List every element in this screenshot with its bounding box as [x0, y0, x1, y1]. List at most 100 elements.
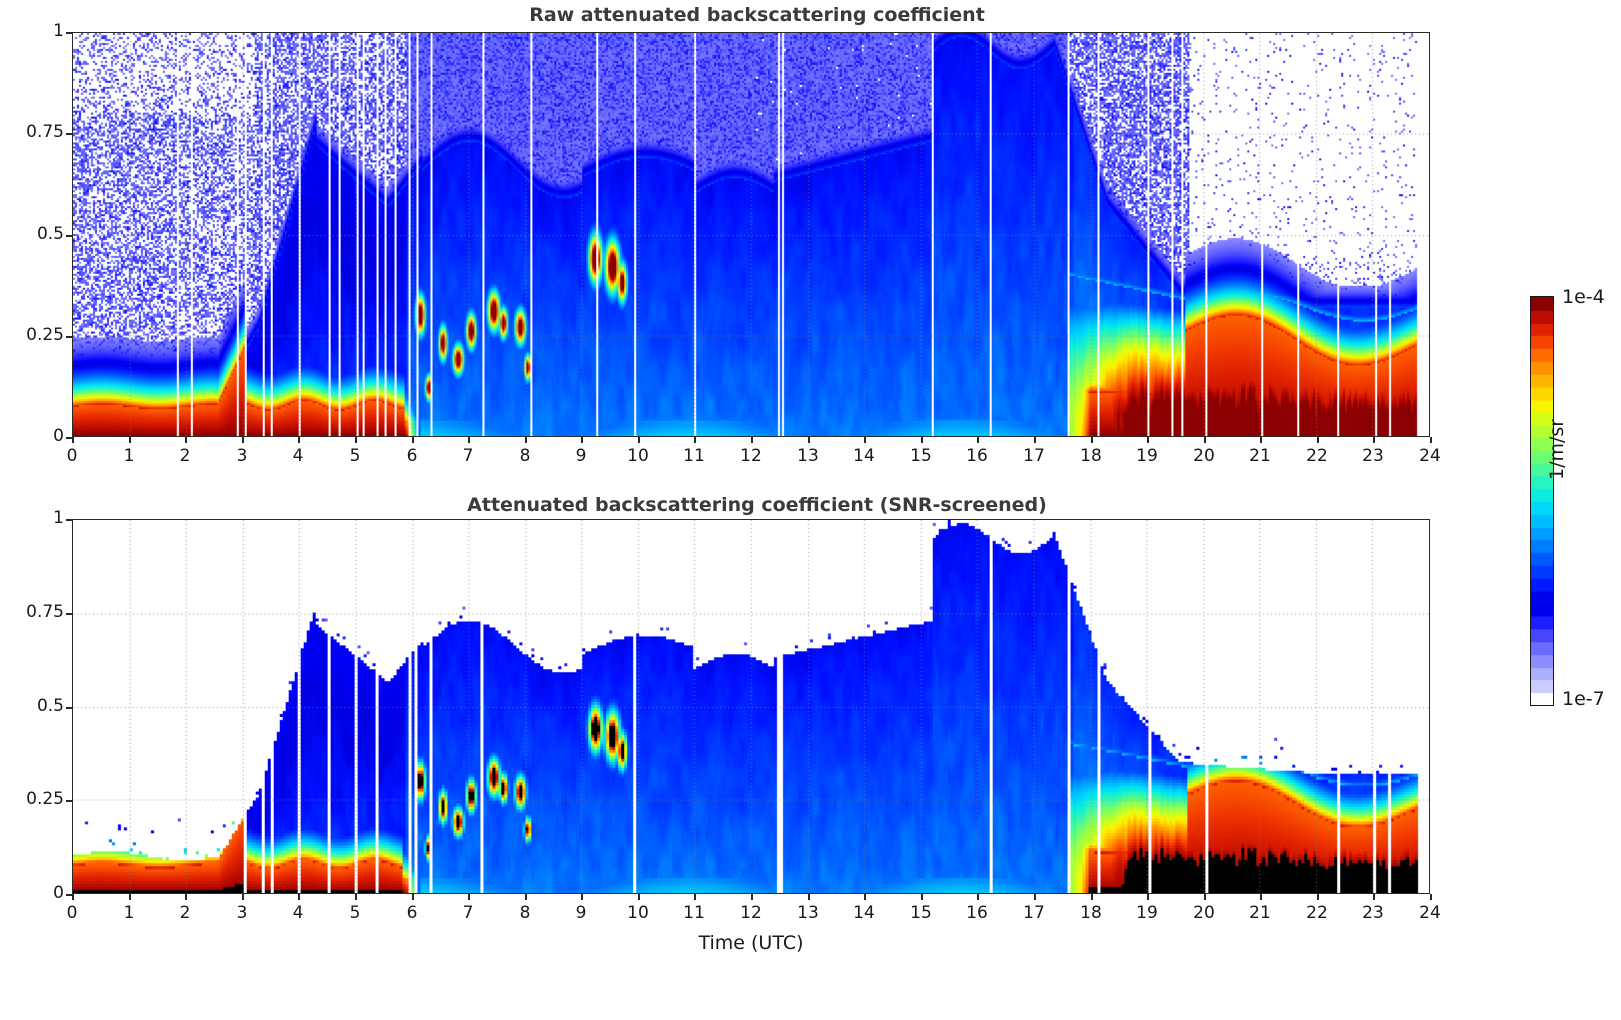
axis-tick-mark — [412, 894, 414, 900]
axis-tick-mark — [66, 32, 72, 34]
x-tick-label-raw: 7 — [462, 446, 474, 466]
x-tick-label-screened: 0 — [66, 903, 78, 923]
y-tick-label-raw: 0.75 — [26, 122, 64, 142]
axis-tick-mark — [298, 437, 300, 443]
axis-tick-mark — [72, 437, 74, 443]
axis-tick-mark — [66, 800, 72, 802]
axis-tick-mark — [1260, 894, 1262, 900]
x-tick-label-screened: 17 — [1023, 903, 1045, 923]
x-tick-label-screened: 14 — [853, 903, 875, 923]
x-tick-label-raw: 5 — [349, 446, 361, 466]
x-tick-label-screened: 23 — [1362, 903, 1384, 923]
x-tick-label-raw: 2 — [179, 446, 191, 466]
panel-title-screened: Attenuated backscattering coefficient (S… — [467, 494, 1047, 516]
axis-tick-mark — [1034, 894, 1036, 900]
x-tick-label-raw: 12 — [740, 446, 762, 466]
axis-tick-mark — [638, 437, 640, 443]
axis-tick-mark — [1091, 437, 1093, 443]
axis-tick-mark — [1147, 437, 1149, 443]
axis-tick-mark — [242, 894, 244, 900]
axis-tick-mark — [694, 437, 696, 443]
x-tick-label-screened: 7 — [462, 903, 474, 923]
plot-area-raw — [72, 32, 1430, 437]
axis-tick-mark — [1204, 894, 1206, 900]
x-tick-label-screened: 4 — [292, 903, 304, 923]
x-tick-label-screened: 9 — [575, 903, 587, 923]
x-tick-label-raw: 20 — [1193, 446, 1215, 466]
x-tick-label-screened: 1 — [123, 903, 135, 923]
x-tick-label-raw: 19 — [1136, 446, 1158, 466]
axis-tick-mark — [751, 437, 753, 443]
x-tick-label-raw: 21 — [1249, 446, 1271, 466]
axis-tick-mark — [977, 437, 979, 443]
plot-area-screened — [72, 519, 1430, 894]
axis-tick-mark — [66, 707, 72, 709]
y-tick-label-screened: 1 — [53, 508, 64, 528]
axis-tick-mark — [129, 437, 131, 443]
x-tick-label-screened: 12 — [740, 903, 762, 923]
x-tick-label-screened: 11 — [683, 903, 705, 923]
x-tick-label-raw: 9 — [575, 446, 587, 466]
axis-tick-mark — [185, 894, 187, 900]
y-tick-label-screened: 0 — [53, 883, 64, 903]
axis-tick-mark — [1373, 894, 1375, 900]
y-tick-label-raw: 0.5 — [36, 224, 64, 244]
colorbar — [1530, 296, 1554, 706]
axis-tick-mark — [66, 437, 72, 439]
colorbar-min-label: 1e-7 — [1562, 688, 1605, 710]
x-tick-label-raw: 24 — [1419, 446, 1441, 466]
axis-tick-mark — [864, 894, 866, 900]
axis-tick-mark — [66, 894, 72, 896]
panel-title-raw: Raw attenuated backscattering coefficien… — [529, 4, 985, 26]
axis-tick-mark — [66, 613, 72, 615]
colorbar-unit-label: 1/m/sr — [1546, 418, 1568, 480]
x-tick-label-raw: 1 — [123, 446, 135, 466]
axis-tick-mark — [525, 894, 527, 900]
axis-tick-mark — [129, 894, 131, 900]
heatmap-raw — [73, 33, 1429, 436]
x-tick-label-screened: 22 — [1306, 903, 1328, 923]
axis-tick-mark — [581, 894, 583, 900]
x-tick-label-raw: 14 — [853, 446, 875, 466]
axis-tick-mark — [1034, 437, 1036, 443]
x-tick-label-screened: 5 — [349, 903, 361, 923]
axis-tick-mark — [808, 894, 810, 900]
colorbar-max-label: 1e-4 — [1562, 286, 1605, 308]
axis-tick-mark — [355, 894, 357, 900]
y-tick-label-raw: 0.25 — [26, 325, 64, 345]
x-tick-label-screened: 20 — [1193, 903, 1215, 923]
axis-tick-mark — [66, 519, 72, 521]
x-tick-label-raw: 15 — [910, 446, 932, 466]
x-tick-label-screened: 21 — [1249, 903, 1271, 923]
x-tick-label-raw: 17 — [1023, 446, 1045, 466]
y-tick-label-raw: 0 — [53, 426, 64, 446]
axis-tick-mark — [1430, 437, 1432, 443]
heatmap-screened — [73, 520, 1429, 893]
x-tick-label-raw: 23 — [1362, 446, 1384, 466]
axis-tick-mark — [66, 133, 72, 135]
axis-tick-mark — [1204, 437, 1206, 443]
axis-tick-mark — [355, 437, 357, 443]
x-tick-label-screened: 13 — [797, 903, 819, 923]
axis-tick-mark — [1260, 437, 1262, 443]
axis-tick-mark — [977, 894, 979, 900]
axis-tick-mark — [808, 437, 810, 443]
axis-tick-mark — [638, 894, 640, 900]
axis-tick-mark — [468, 894, 470, 900]
axis-tick-mark — [72, 894, 74, 900]
axis-tick-mark — [1317, 437, 1319, 443]
x-tick-label-raw: 0 — [66, 446, 78, 466]
x-tick-label-raw: 11 — [683, 446, 705, 466]
y-tick-label-screened: 0.75 — [26, 602, 64, 622]
colorbar-gradient — [1530, 296, 1554, 706]
x-tick-label-screened: 18 — [1080, 903, 1102, 923]
x-tick-label-raw: 10 — [627, 446, 649, 466]
x-tick-label-screened: 15 — [910, 903, 932, 923]
x-tick-label-raw: 4 — [292, 446, 304, 466]
y-tick-label-raw: 1 — [53, 21, 64, 41]
x-tick-label-raw: 18 — [1080, 446, 1102, 466]
axis-tick-mark — [1091, 894, 1093, 900]
x-tick-label-screened: 3 — [236, 903, 248, 923]
axis-tick-mark — [242, 437, 244, 443]
